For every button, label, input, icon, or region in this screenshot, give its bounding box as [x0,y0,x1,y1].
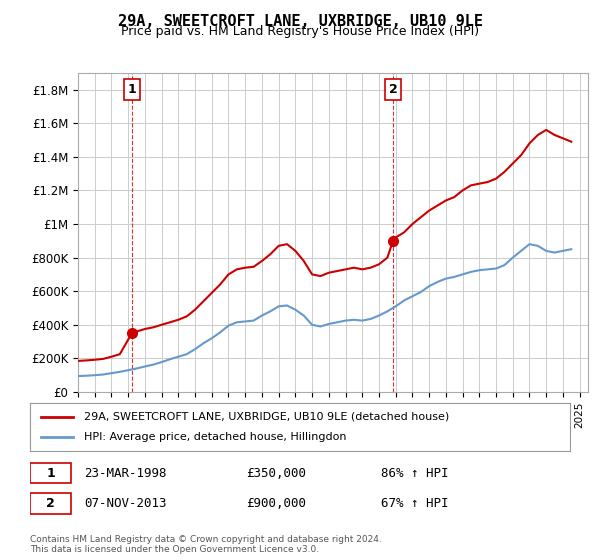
Text: 2: 2 [46,497,55,510]
Text: 1: 1 [127,83,136,96]
Text: 23-MAR-1998: 23-MAR-1998 [84,467,167,480]
FancyBboxPatch shape [30,493,71,514]
Text: 29A, SWEETCROFT LANE, UXBRIDGE, UB10 9LE: 29A, SWEETCROFT LANE, UXBRIDGE, UB10 9LE [118,14,482,29]
Text: 2: 2 [389,83,397,96]
Text: Price paid vs. HM Land Registry's House Price Index (HPI): Price paid vs. HM Land Registry's House … [121,25,479,38]
Text: 86% ↑ HPI: 86% ↑ HPI [381,467,449,480]
Text: £900,000: £900,000 [246,497,306,510]
Text: 1: 1 [46,467,55,480]
Text: HPI: Average price, detached house, Hillingdon: HPI: Average price, detached house, Hill… [84,432,347,442]
FancyBboxPatch shape [30,463,71,483]
Text: 29A, SWEETCROFT LANE, UXBRIDGE, UB10 9LE (detached house): 29A, SWEETCROFT LANE, UXBRIDGE, UB10 9LE… [84,412,449,422]
Text: Contains HM Land Registry data © Crown copyright and database right 2024.
This d: Contains HM Land Registry data © Crown c… [30,535,382,554]
Text: £350,000: £350,000 [246,467,306,480]
Text: 67% ↑ HPI: 67% ↑ HPI [381,497,449,510]
Text: 07-NOV-2013: 07-NOV-2013 [84,497,167,510]
